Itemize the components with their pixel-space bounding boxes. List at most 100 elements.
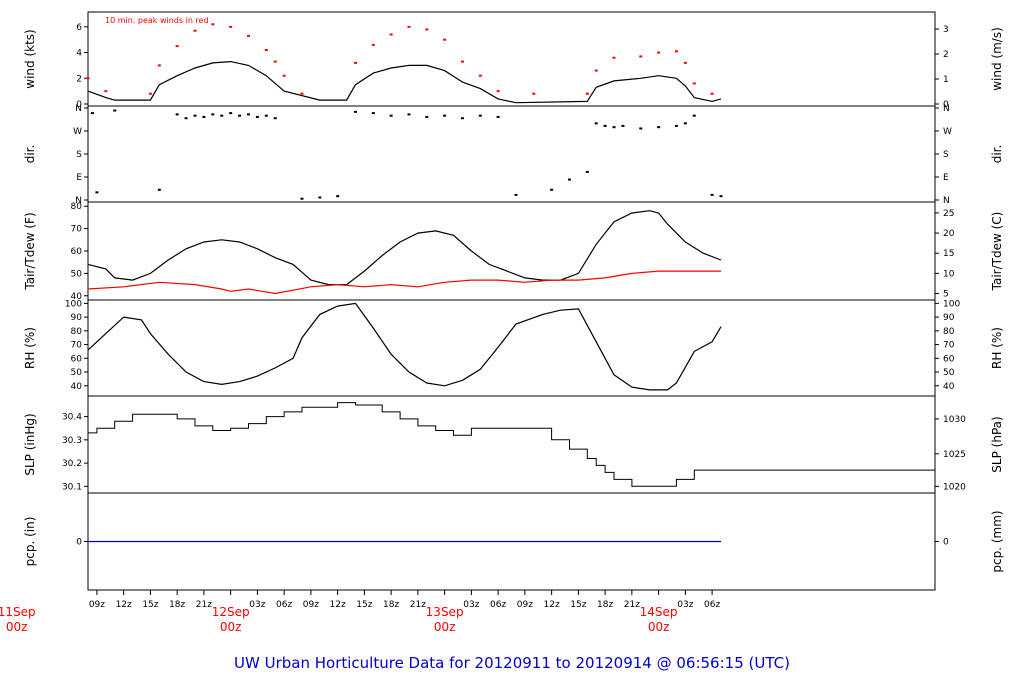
pcp-left-tick-label: 0 <box>76 538 82 548</box>
date-label: 12Sep <box>212 605 250 619</box>
dir-right-tick-label: N <box>943 196 950 206</box>
dir-right-tick-label: W <box>943 127 952 137</box>
rh-left-tick-label: 40 <box>71 382 83 392</box>
x-tick-label: 09z <box>89 600 105 610</box>
dir-series-0-point <box>211 113 215 116</box>
x-tick-label: 21z <box>196 600 212 610</box>
dir-series-0-point <box>496 115 500 118</box>
x-tick-label: 21z <box>410 600 426 610</box>
rh-left-tick-label: 80 <box>71 327 83 337</box>
wind-series-1-point <box>104 90 108 93</box>
wind-series-1-point <box>612 56 616 59</box>
pcp-left-label: pcp. (in) <box>23 517 37 567</box>
x-tick-label: 15z <box>570 600 586 610</box>
dir-series-0-point <box>353 110 357 113</box>
x-tick-label: 18z <box>169 600 185 610</box>
dir-series-0-point <box>407 113 411 116</box>
pcp-right-label: pcp. (mm) <box>990 510 1004 572</box>
wind-series-1-point <box>443 38 447 41</box>
dir-left-tick-label: E <box>76 173 82 183</box>
wind-series-1-point <box>193 29 197 32</box>
slp-left-tick-label: 30.1 <box>62 482 82 492</box>
dir-series-0-point <box>193 114 197 117</box>
x-tick-label: 12z <box>544 600 560 610</box>
dir-left-label: dir. <box>23 145 37 164</box>
dir-series-0-point <box>300 197 304 200</box>
wind-series-1-point <box>710 92 714 95</box>
dir-series-0-point <box>175 113 179 116</box>
rh-left-tick-label: 90 <box>71 313 83 323</box>
x-tick-label: 15z <box>356 600 372 610</box>
wind-series-1-point <box>683 61 687 64</box>
date-time-label: 00z <box>434 620 456 634</box>
date-label: 14Sep <box>640 605 678 619</box>
temp-left-tick-label: 40 <box>71 292 83 302</box>
dir-left-tick-label: N <box>75 196 82 206</box>
wind-series-1-point <box>86 77 90 80</box>
wind-plot: wind (kts) wind (m/s) 0 2 4 6 0 1 2 3 <box>23 11 1004 110</box>
temp-right-tick-label: 25 <box>943 209 954 219</box>
wind-series-1-point <box>407 25 411 28</box>
rh-series-0-line <box>87 302 722 391</box>
slp-right-tick-label: 1030 <box>943 415 966 425</box>
wind-left-tick-label: 0 <box>76 100 82 110</box>
wind-series-1-point <box>692 82 696 85</box>
chart-title: UW Urban Horticulture Data for 20120911 … <box>234 654 790 672</box>
wind-series-1-point <box>264 49 268 51</box>
date-label: 13Sep <box>426 605 464 619</box>
rh-left-tick-label: 70 <box>71 341 83 351</box>
dir-series-0-point <box>246 113 250 116</box>
dir-series-0-point <box>550 188 554 191</box>
wind-series-0-line <box>87 60 722 104</box>
x-tick-label: 18z <box>597 600 613 610</box>
x-tick-label: 03z <box>463 600 479 610</box>
dir-series-0-point <box>425 115 429 118</box>
wind-left-tick-label: 2 <box>76 74 82 84</box>
wind-series-1-point <box>175 45 179 48</box>
rh-frame <box>87 299 936 397</box>
rh-right-tick-label: 40 <box>943 382 955 392</box>
wind-annotation: 10 min. peak winds in red <box>105 16 209 25</box>
temp-frame <box>87 201 936 301</box>
rh-plot: RH (%) RH (%) 40 50 60 70 80 90 100 40 50 60 70 80 90 1… <box>23 299 1004 397</box>
dir-series-0-point <box>621 124 625 127</box>
rh-right-label: RH (%) <box>990 327 1004 369</box>
dir-left-tick-label: N <box>75 104 82 114</box>
wind-series-1-point <box>478 74 482 77</box>
dir-right-tick-label: E <box>943 173 949 183</box>
date-label: 11Sep <box>0 605 36 619</box>
rh-right-tick-label: 80 <box>943 327 955 337</box>
x-tick-label: 09z <box>517 600 533 610</box>
dir-series-0-point <box>692 114 696 117</box>
dir-left-tick-label: S <box>76 150 82 160</box>
wind-series-1-point <box>300 92 304 95</box>
dir-series-0-point <box>202 115 206 118</box>
rh-right-tick-label: 90 <box>943 313 955 323</box>
dir-right-label: dir. <box>990 145 1004 164</box>
wind-series-1-point <box>639 55 643 58</box>
x-axis: 09z 12z 15z 18z 21z 03z 06z 09z 12z 15z 18z 21z 03z 0… <box>0 590 720 634</box>
wind-series-1-point <box>674 50 678 53</box>
dir-series-0-point <box>674 124 678 127</box>
dir-series-0-point <box>371 112 375 115</box>
slp-series-0-line <box>88 402 935 487</box>
temp-left-tick-label: 60 <box>71 247 83 257</box>
wind-series-1-point <box>460 60 464 63</box>
dir-left-tick-label: W <box>73 127 82 137</box>
dir-series-0-point <box>273 117 277 120</box>
slp-plot: SLP (inHg) SLP (hPa) 30.1 30.2 30.3 30.4 1020 1… <box>23 395 1004 494</box>
wind-series-1-point <box>594 69 598 72</box>
dir-series-0-point <box>719 195 723 198</box>
dir-series-0-point <box>318 196 322 199</box>
rh-left-tick-label: 100 <box>65 299 82 309</box>
temp-left-tick-label: 50 <box>71 269 83 279</box>
slp-left-tick-label: 30.3 <box>62 436 82 446</box>
wind-series-1-point <box>157 64 161 67</box>
rh-left-tick-label: 50 <box>71 368 83 378</box>
slp-left-tick-label: 30.4 <box>62 413 82 423</box>
dir-series-0-point <box>594 122 598 125</box>
temp-right-tick-label: 15 <box>943 249 954 259</box>
date-time-label: 00z <box>648 620 670 634</box>
dir-series-0-point <box>157 188 161 191</box>
